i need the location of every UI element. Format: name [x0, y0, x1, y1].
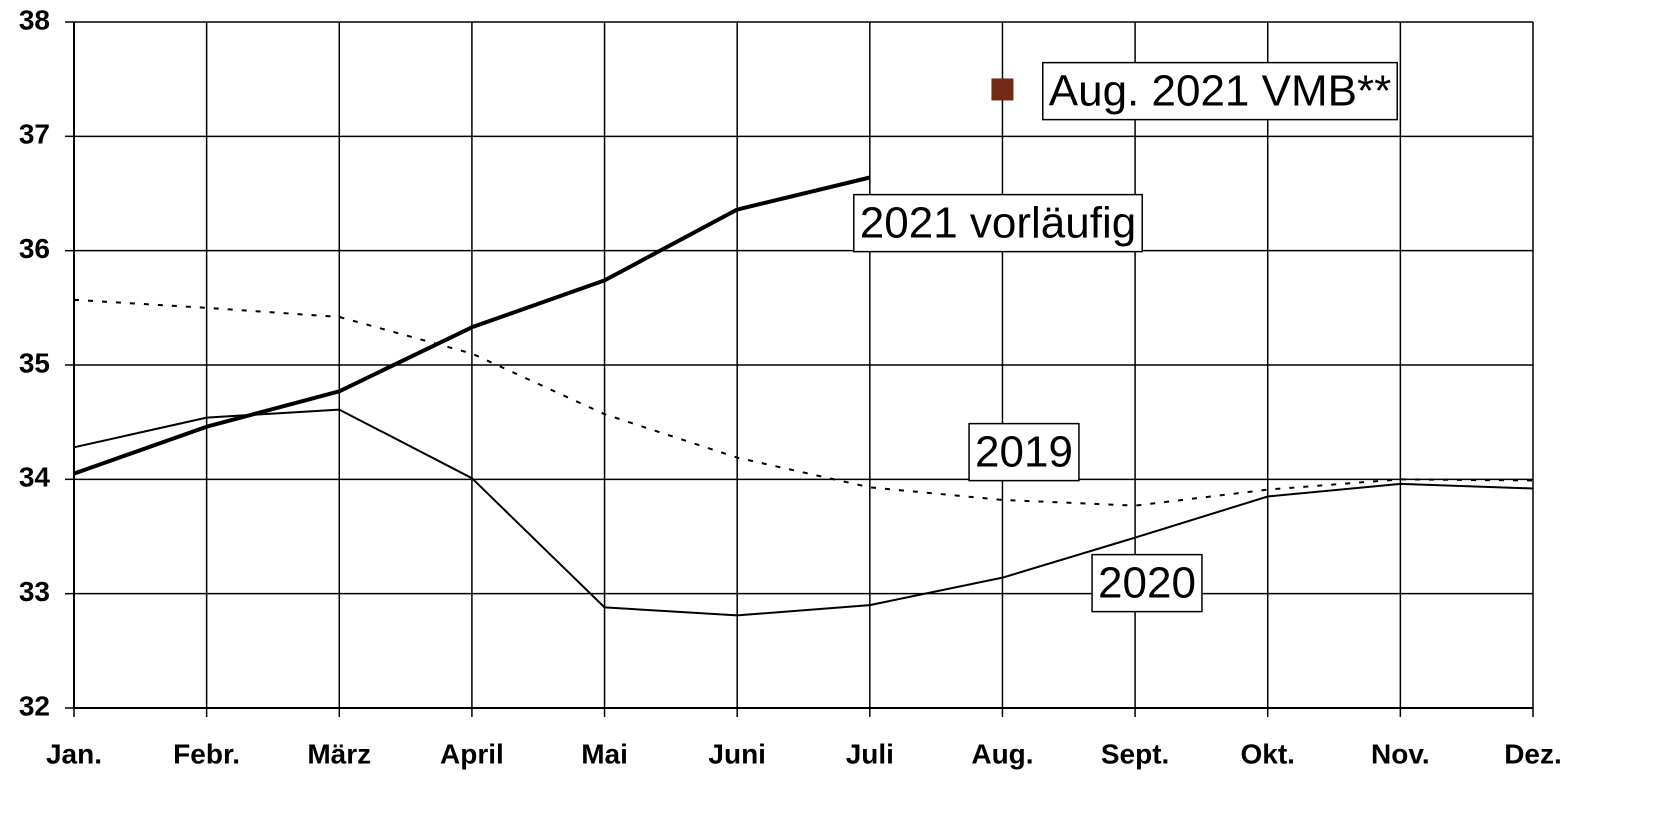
- label-box: [1042, 61, 1398, 121]
- y-tick-label: 37: [19, 119, 50, 150]
- y-tick-label: 34: [19, 462, 51, 493]
- x-tick-label: Febr.: [173, 738, 240, 769]
- x-tick-label: Nov.: [1371, 738, 1430, 769]
- y-tick-label: 32: [19, 690, 50, 721]
- y-tick-label: 38: [19, 4, 50, 35]
- y-tick-label: 36: [19, 233, 50, 264]
- series-label: 2019: [975, 428, 1073, 477]
- x-tick-label: Aug.: [971, 738, 1033, 769]
- series-label: Aug. 2021 VMB**: [1049, 67, 1391, 116]
- x-tick-label: Okt.: [1240, 738, 1294, 769]
- x-tick-label: Dez.: [1504, 738, 1562, 769]
- x-tick-label: Juli: [846, 738, 894, 769]
- series-line: [73, 408, 1534, 617]
- marker: [991, 78, 1014, 101]
- series-label: 2020: [1098, 559, 1196, 608]
- label-box: [1091, 553, 1203, 613]
- series-line: [73, 175, 871, 476]
- y-tick-label: 33: [19, 576, 50, 607]
- x-tick-label: April: [440, 738, 504, 769]
- y-tick-label: 35: [19, 347, 50, 378]
- label-box: [853, 193, 1143, 253]
- label-box: [968, 422, 1080, 482]
- x-tick-label: Juni: [708, 738, 766, 769]
- series-label: 2021 vorläufig: [860, 199, 1136, 248]
- x-tick-label: Jan.: [46, 738, 102, 769]
- x-tick-label: Sept.: [1101, 738, 1169, 769]
- x-tick-label: Mai: [581, 738, 628, 769]
- x-tick-label: März: [307, 738, 371, 769]
- series-line: [73, 298, 1534, 507]
